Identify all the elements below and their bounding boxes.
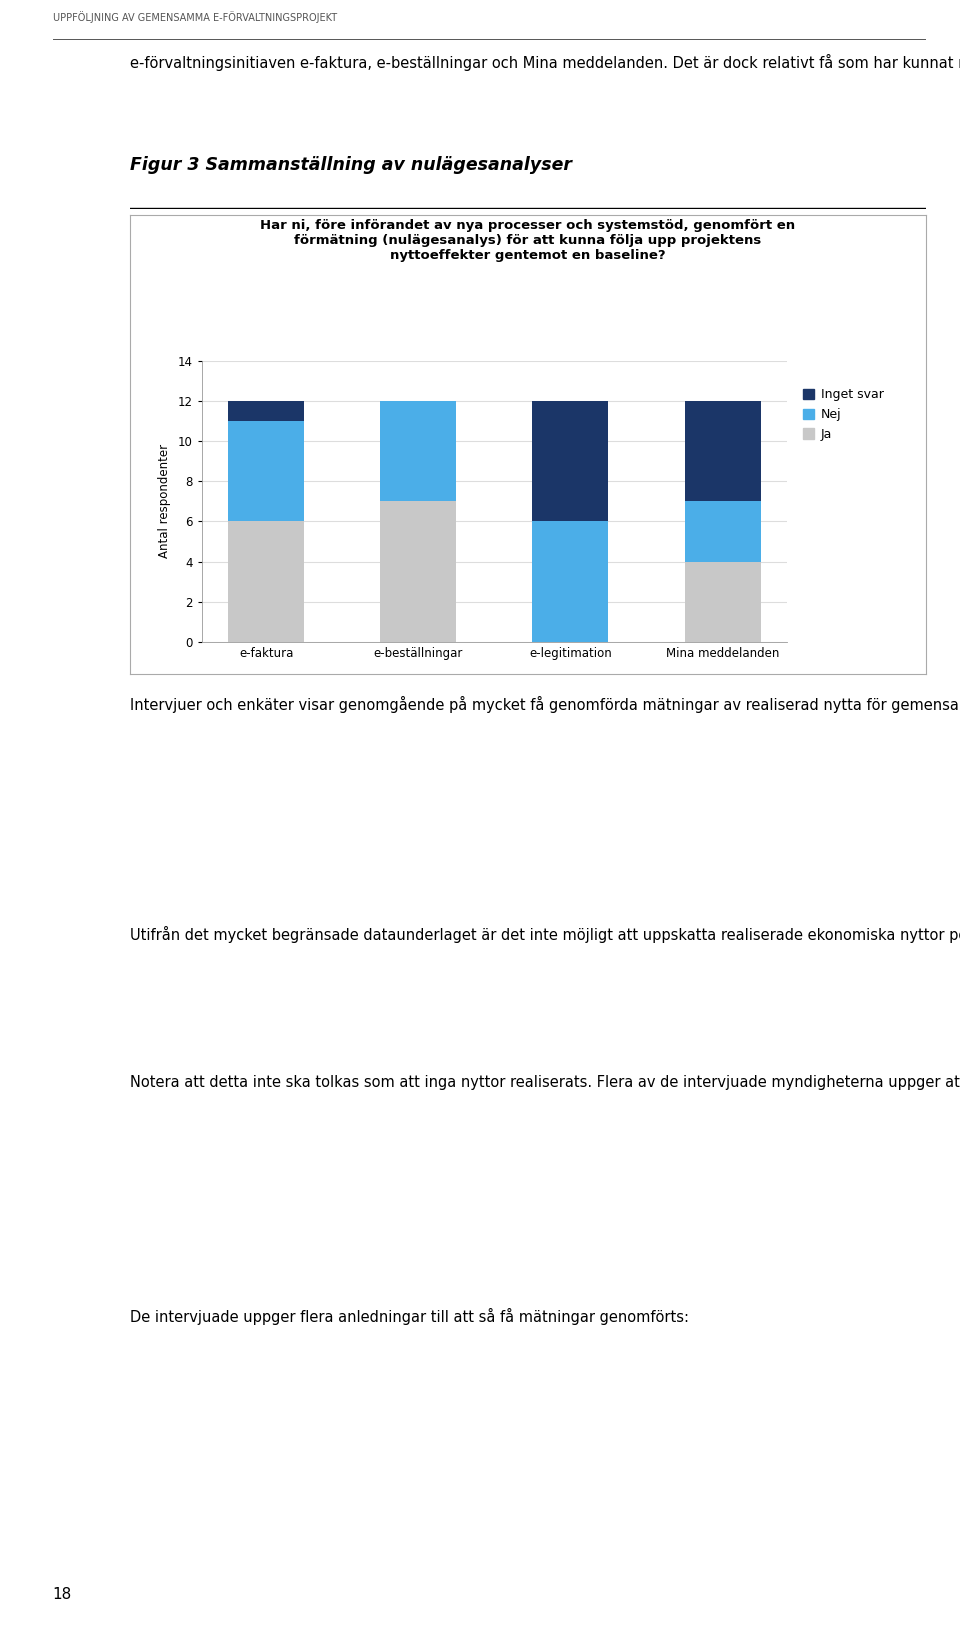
Bar	[684, 401, 760, 500]
Text: Figur 3 Sammanställning av nulägesanalyser: Figur 3 Sammanställning av nulägesanalys…	[130, 156, 571, 174]
Bar	[684, 500, 760, 562]
Text: Har ni, före införandet av nya processer och systemstöd, genomfört en
förmätning: Har ni, före införandet av nya processer…	[260, 219, 796, 262]
Y-axis label: Antal respondenter: Antal respondenter	[157, 444, 171, 559]
Text: Utifrån det mycket begränsade dataunderlaget är det inte möjligt att uppskatta r: Utifrån det mycket begränsade dataunderl…	[130, 926, 960, 942]
Bar	[228, 401, 304, 421]
Bar	[533, 401, 609, 522]
Text: e-förvaltningsinitiaven e-faktura, e-beställningar och Mina meddelanden. Det är : e-förvaltningsinitiaven e-faktura, e-bes…	[130, 54, 960, 70]
Bar	[380, 500, 456, 642]
Bar	[228, 421, 304, 522]
Legend: Inget svar, Nej, Ja: Inget svar, Nej, Ja	[804, 388, 883, 440]
Text: De intervjuade uppger flera anledningar till att så få mätningar genomförts:: De intervjuade uppger flera anledningar …	[130, 1308, 688, 1324]
Text: Notera att detta inte ska tolkas som att inga nyttor realiserats. Flera av de in: Notera att detta inte ska tolkas som att…	[130, 1072, 960, 1089]
Bar	[684, 562, 760, 642]
Bar	[380, 401, 456, 500]
Bar	[533, 522, 609, 642]
Text: UPPFÖLJNING AV GEMENSAMMA E-FÖRVALTNINGSPROJEKT: UPPFÖLJNING AV GEMENSAMMA E-FÖRVALTNINGS…	[53, 11, 337, 23]
Text: Intervjuer och enkäter visar genomgående på mycket få genomförda mätningar av re: Intervjuer och enkäter visar genomgående…	[130, 696, 960, 712]
Bar	[228, 522, 304, 642]
Text: 18: 18	[53, 1586, 72, 1602]
